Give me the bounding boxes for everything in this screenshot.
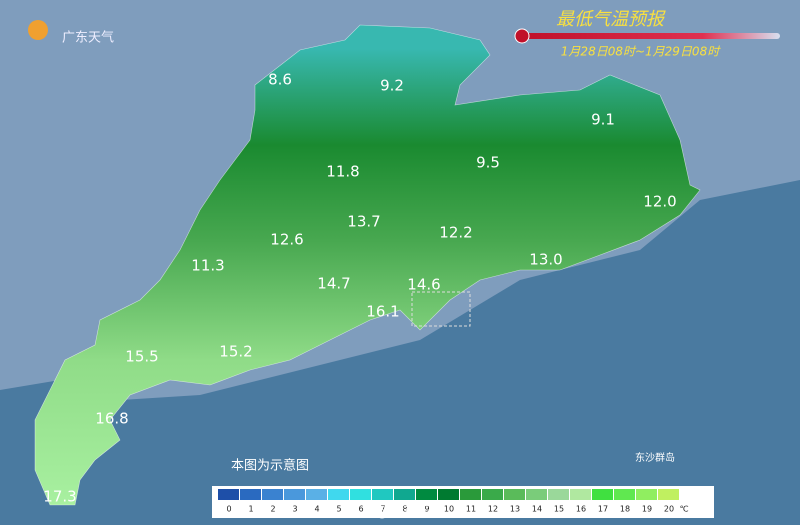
dongsha-label: 东沙群岛 xyxy=(635,451,675,464)
legend-swatch xyxy=(482,489,503,500)
legend-swatch xyxy=(240,489,261,500)
legend-swatch xyxy=(614,489,635,500)
legend-label: 5 xyxy=(336,505,341,514)
watermark: @广东天气 xyxy=(375,504,445,520)
legend-swatch xyxy=(394,489,415,500)
legend-label: 19 xyxy=(642,505,652,514)
legend-label: 15 xyxy=(554,505,564,514)
legend-label: 14 xyxy=(532,505,542,514)
temperature-label: 16.1 xyxy=(366,303,399,321)
legend-label: 4 xyxy=(314,505,319,514)
temperature-label: 9.5 xyxy=(476,154,500,172)
legend-label: 12 xyxy=(488,505,498,514)
legend-label: 20 xyxy=(664,505,674,514)
legend-label: 6 xyxy=(358,505,363,514)
legend-label: 10 xyxy=(444,505,454,514)
legend-label: 7 xyxy=(380,505,385,514)
legend-swatch xyxy=(570,489,591,500)
temperature-label: 12.2 xyxy=(439,224,472,242)
legend-label: 11 xyxy=(466,505,476,514)
temperature-label: 11.3 xyxy=(191,257,224,275)
temperature-label: 15.2 xyxy=(219,343,252,361)
legend-label: 13 xyxy=(510,505,520,514)
legend-unit: ℃ xyxy=(680,505,689,514)
legend-swatch xyxy=(218,489,239,500)
temperature-label: 9.1 xyxy=(591,111,615,129)
logo-text: 广东天气 xyxy=(62,30,114,46)
legend-label: 18 xyxy=(620,505,630,514)
legend-label: 17 xyxy=(598,505,608,514)
period: 1月28日08时~1月29日08时 xyxy=(561,45,721,59)
note: 本图为示意图 xyxy=(231,458,309,474)
thermometer-bulb xyxy=(514,28,530,44)
legend-swatch xyxy=(460,489,481,500)
legend-swatch xyxy=(416,489,437,500)
legend-label: 1 xyxy=(248,505,253,514)
temperature-label: 16.8 xyxy=(95,410,128,428)
province xyxy=(34,24,701,506)
temperature-label: 12.6 xyxy=(270,231,303,249)
legend-swatch xyxy=(438,489,459,500)
legend-label: 2 xyxy=(270,505,275,514)
legend-swatch xyxy=(350,489,371,500)
legend-swatch xyxy=(262,489,283,500)
legend-swatch xyxy=(636,489,657,500)
temperature-label: 13.7 xyxy=(347,213,380,231)
temperature-label: 12.0 xyxy=(643,193,676,211)
legend-label: 3 xyxy=(292,505,297,514)
logo-icon xyxy=(28,20,48,40)
temperature-label: 8.6 xyxy=(268,71,292,89)
temperature-label: 17.3 xyxy=(43,488,76,506)
temperature-label: 14.7 xyxy=(317,275,350,293)
legend-swatch xyxy=(372,489,393,500)
temperature-label: 11.8 xyxy=(326,163,359,181)
legend-swatch xyxy=(658,489,679,500)
legend-swatch xyxy=(592,489,613,500)
title: 最低气温预报 xyxy=(556,9,666,30)
temperature-label: 14.6 xyxy=(407,276,440,294)
legend-swatch xyxy=(526,489,547,500)
temperature-label: 15.5 xyxy=(125,348,158,366)
temperature-label: 13.0 xyxy=(529,251,562,269)
legend-swatch xyxy=(328,489,349,500)
legend-swatch xyxy=(306,489,327,500)
legend-label: 0 xyxy=(226,505,231,514)
temperature-label: 9.2 xyxy=(380,77,404,95)
thermometer xyxy=(522,33,780,39)
legend-label: 9 xyxy=(424,505,429,514)
hk-macau-box xyxy=(411,291,471,327)
legend-label: 8 xyxy=(402,505,407,514)
legend-swatch xyxy=(548,489,569,500)
legend-swatch xyxy=(504,489,525,500)
legend-label: 16 xyxy=(576,505,586,514)
legend-swatch xyxy=(284,489,305,500)
